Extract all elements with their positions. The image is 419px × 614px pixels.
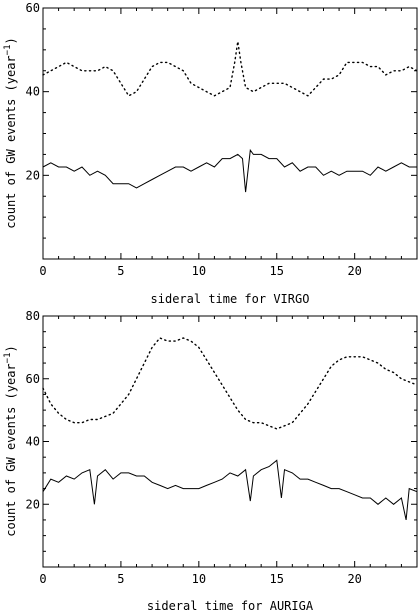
panel-virgo: 20 40 60 0 5 10 15 20 sideral time for VIRGO c… — [3, 1, 418, 306]
y-axis-label-auriga: count of GW events (year−1) — [3, 345, 18, 536]
x-tick-label-virgo-0: 0 — [39, 264, 46, 278]
y-tick-label-virgo-0: 20 — [26, 168, 40, 182]
x-tick-label-auriga-0: 0 — [39, 572, 46, 586]
y-axis-label-virgo-main: count of GW events (year — [4, 55, 18, 228]
y-axis-label-virgo: count of GW events (year−1) — [3, 37, 18, 228]
plot-frame-auriga — [42, 315, 418, 568]
y-axis-label-auriga-sup: −1 — [3, 353, 13, 364]
y-ticks-auriga: 20 40 60 80 — [26, 309, 417, 568]
y-axis-label-virgo-sup: −1 — [3, 45, 13, 56]
x-tick-label-auriga-4: 20 — [347, 572, 361, 586]
plot-frame-virgo — [42, 7, 418, 260]
series-line-virgo-solid — [42, 148, 417, 193]
x-tick-label-virgo-4: 20 — [347, 264, 361, 278]
x-axis-label-auriga: sideral time for AURIGA — [147, 599, 314, 613]
x-tick-label-virgo-2: 10 — [192, 264, 206, 278]
y-tick-label-auriga-1: 40 — [26, 435, 40, 449]
x-axis-label-virgo: sideral time for VIRGO — [151, 292, 310, 306]
y-tick-label-auriga-2: 60 — [26, 372, 40, 386]
x-tick-label-auriga-1: 5 — [117, 572, 124, 586]
y-axis-label-virgo-close: ) — [4, 37, 18, 44]
x-ticks-auriga: 0 5 10 15 20 — [39, 316, 418, 586]
series-line-virgo-dotted — [42, 41, 418, 97]
x-tick-label-virgo-1: 5 — [117, 264, 124, 278]
x-tick-label-auriga-2: 10 — [192, 572, 206, 586]
panel-auriga: 20 40 60 80 0 5 10 15 20 sideral time for AURIG… — [3, 309, 418, 613]
x-tick-label-virgo-3: 15 — [270, 264, 284, 278]
y-tick-label-auriga-3: 80 — [26, 309, 40, 323]
y-ticks-virgo: 20 40 60 — [26, 1, 417, 260]
y-axis-label-auriga-main: count of GW events (year — [4, 363, 18, 536]
x-tick-label-auriga-3: 15 — [270, 572, 284, 586]
series-virgo — [42, 41, 418, 193]
y-tick-label-virgo-2: 60 — [26, 1, 40, 15]
series-line-auriga-solid — [42, 459, 418, 521]
series-auriga — [42, 337, 418, 521]
y-tick-label-auriga-0: 20 — [26, 497, 40, 511]
series-line-auriga-dotted — [42, 337, 418, 430]
y-axis-label-auriga-close: ) — [4, 345, 18, 352]
y-tick-label-virgo-1: 40 — [26, 85, 40, 99]
x-ticks-virgo: 0 5 10 15 20 — [39, 8, 418, 278]
